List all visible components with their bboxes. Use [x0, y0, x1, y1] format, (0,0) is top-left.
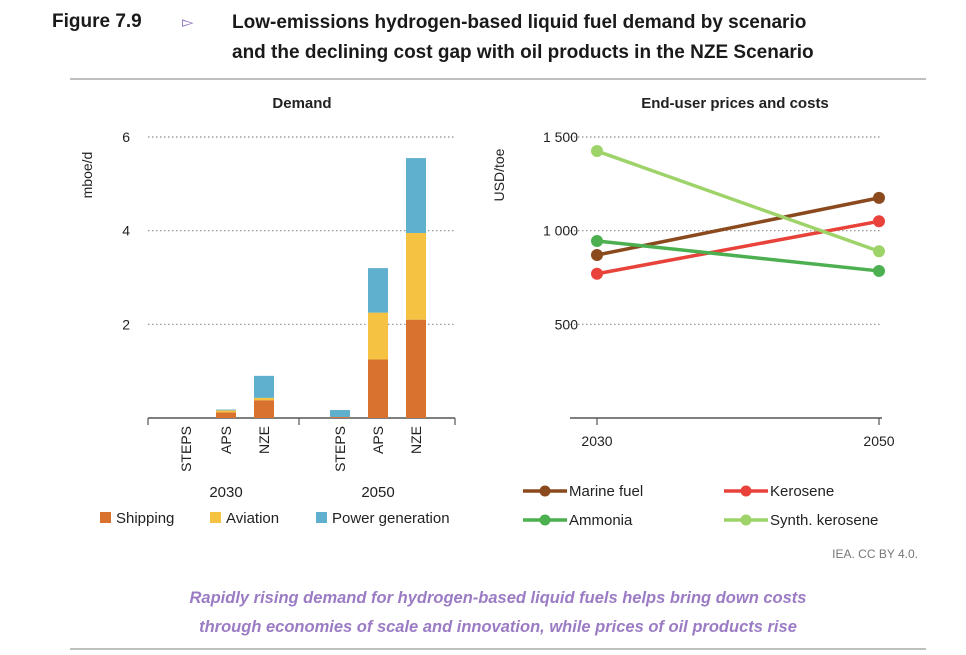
demand-legend-swatch: [210, 512, 221, 523]
prices-legend-label: Kerosene: [770, 483, 834, 500]
figure-charts: Demand mboe/d 2 4 6 STEPS APS NZE STEPS APS NZE 203…: [79, 95, 895, 529]
demand-bar-segment: [254, 375, 274, 398]
demand-bar-segment: [216, 409, 236, 411]
prices-data-point: [873, 215, 885, 228]
demand-bar-segment: [368, 268, 388, 313]
figure-title-line1: Low-emissions hydrogen-based liquid fuel…: [232, 12, 807, 33]
demand-x-tick-label: APS: [218, 426, 234, 454]
demand-y-axis-label: mboe/d: [79, 152, 95, 199]
prices-y-tick-label: 1 500: [543, 129, 578, 145]
prices-x-tick-label: 2050: [863, 433, 894, 449]
demand-x-tick-label: NZE: [408, 426, 424, 454]
figure-number: Figure 7.9: [52, 11, 142, 32]
demand-legend-swatch: [100, 512, 111, 523]
demand-bar-segment: [254, 400, 274, 418]
demand-legend-swatch: [316, 512, 327, 523]
credit-text: IEA. CC BY 4.0.: [832, 547, 918, 561]
demand-bar-segment: [254, 397, 274, 401]
demand-legend-label: Shipping: [116, 510, 174, 527]
prices-data-point: [873, 245, 885, 258]
prices-legend-marker: [539, 485, 551, 497]
demand-legend-label: Aviation: [226, 510, 279, 527]
figure-caption: Rapidly rising demand for hydrogen-based…: [70, 584, 926, 642]
caption-line2: through economies of scale and innovatio…: [199, 618, 797, 636]
demand-x-tick-label: NZE: [256, 426, 272, 454]
figure-title: Low-emissions hydrogen-based liquid fuel…: [232, 8, 932, 68]
demand-bar-segment: [368, 359, 388, 418]
demand-y-tick-label: 6: [122, 129, 130, 145]
demand-group-label: 2030: [209, 484, 242, 501]
prices-y-tick-label: 500: [555, 316, 579, 332]
triangle-right-icon: ▻: [182, 14, 194, 31]
prices-legend-label: Ammonia: [569, 512, 633, 529]
demand-legend-label: Power generation: [332, 510, 450, 527]
prices-series-line: [595, 149, 881, 254]
demand-chart-title: Demand: [272, 95, 331, 112]
prices-data-point: [591, 234, 603, 247]
figure-title-line2: and the declining cost gap with oil prod…: [232, 42, 814, 63]
demand-x-tick-label: APS: [370, 426, 386, 454]
caption-line1: Rapidly rising demand for hydrogen-based…: [189, 589, 807, 607]
prices-legend-marker: [539, 514, 551, 526]
demand-chart: Demand mboe/d 2 4 6 STEPS APS NZE STEPS APS NZE 203…: [79, 95, 456, 527]
demand-y-tick-label: 4: [122, 223, 130, 239]
top-divider: [70, 78, 926, 80]
prices-data-point: [873, 264, 885, 277]
prices-series-line: [595, 219, 881, 276]
demand-bar-segment: [406, 158, 426, 234]
demand-bar-segment: [330, 410, 350, 418]
demand-bar-segment: [330, 417, 350, 418]
prices-y-axis-label: USD/toe: [491, 148, 507, 201]
prices-y-tick-label: 1 000: [543, 223, 578, 239]
prices-legend-marker: [740, 485, 752, 497]
demand-bar-segment: [368, 312, 388, 360]
prices-series-line: [595, 239, 881, 273]
prices-legend-label: Marine fuel: [569, 483, 643, 500]
demand-x-tick-label: STEPS: [178, 426, 194, 472]
prices-data-point: [591, 145, 603, 158]
prices-legend-label: Synth. kerosene: [770, 512, 878, 529]
demand-group-label: 2050: [361, 484, 394, 501]
demand-y-tick-label: 2: [122, 316, 130, 332]
prices-data-point: [873, 191, 885, 204]
prices-legend-marker: [740, 514, 752, 526]
prices-chart-title: End-user prices and costs: [641, 95, 829, 112]
prices-x-tick-label: 2030: [581, 433, 612, 449]
demand-x-tick-label: STEPS: [332, 426, 348, 472]
demand-bar-segment: [216, 412, 236, 418]
demand-bar-segment: [406, 233, 426, 320]
prices-data-point: [591, 267, 603, 280]
demand-bar-segment: [406, 319, 426, 418]
bottom-divider: [70, 648, 926, 650]
demand-bar-segment: [216, 410, 236, 413]
prices-data-point: [591, 249, 603, 262]
prices-chart: End-user prices and costs USD/toe 500 1 000…: [491, 95, 895, 529]
